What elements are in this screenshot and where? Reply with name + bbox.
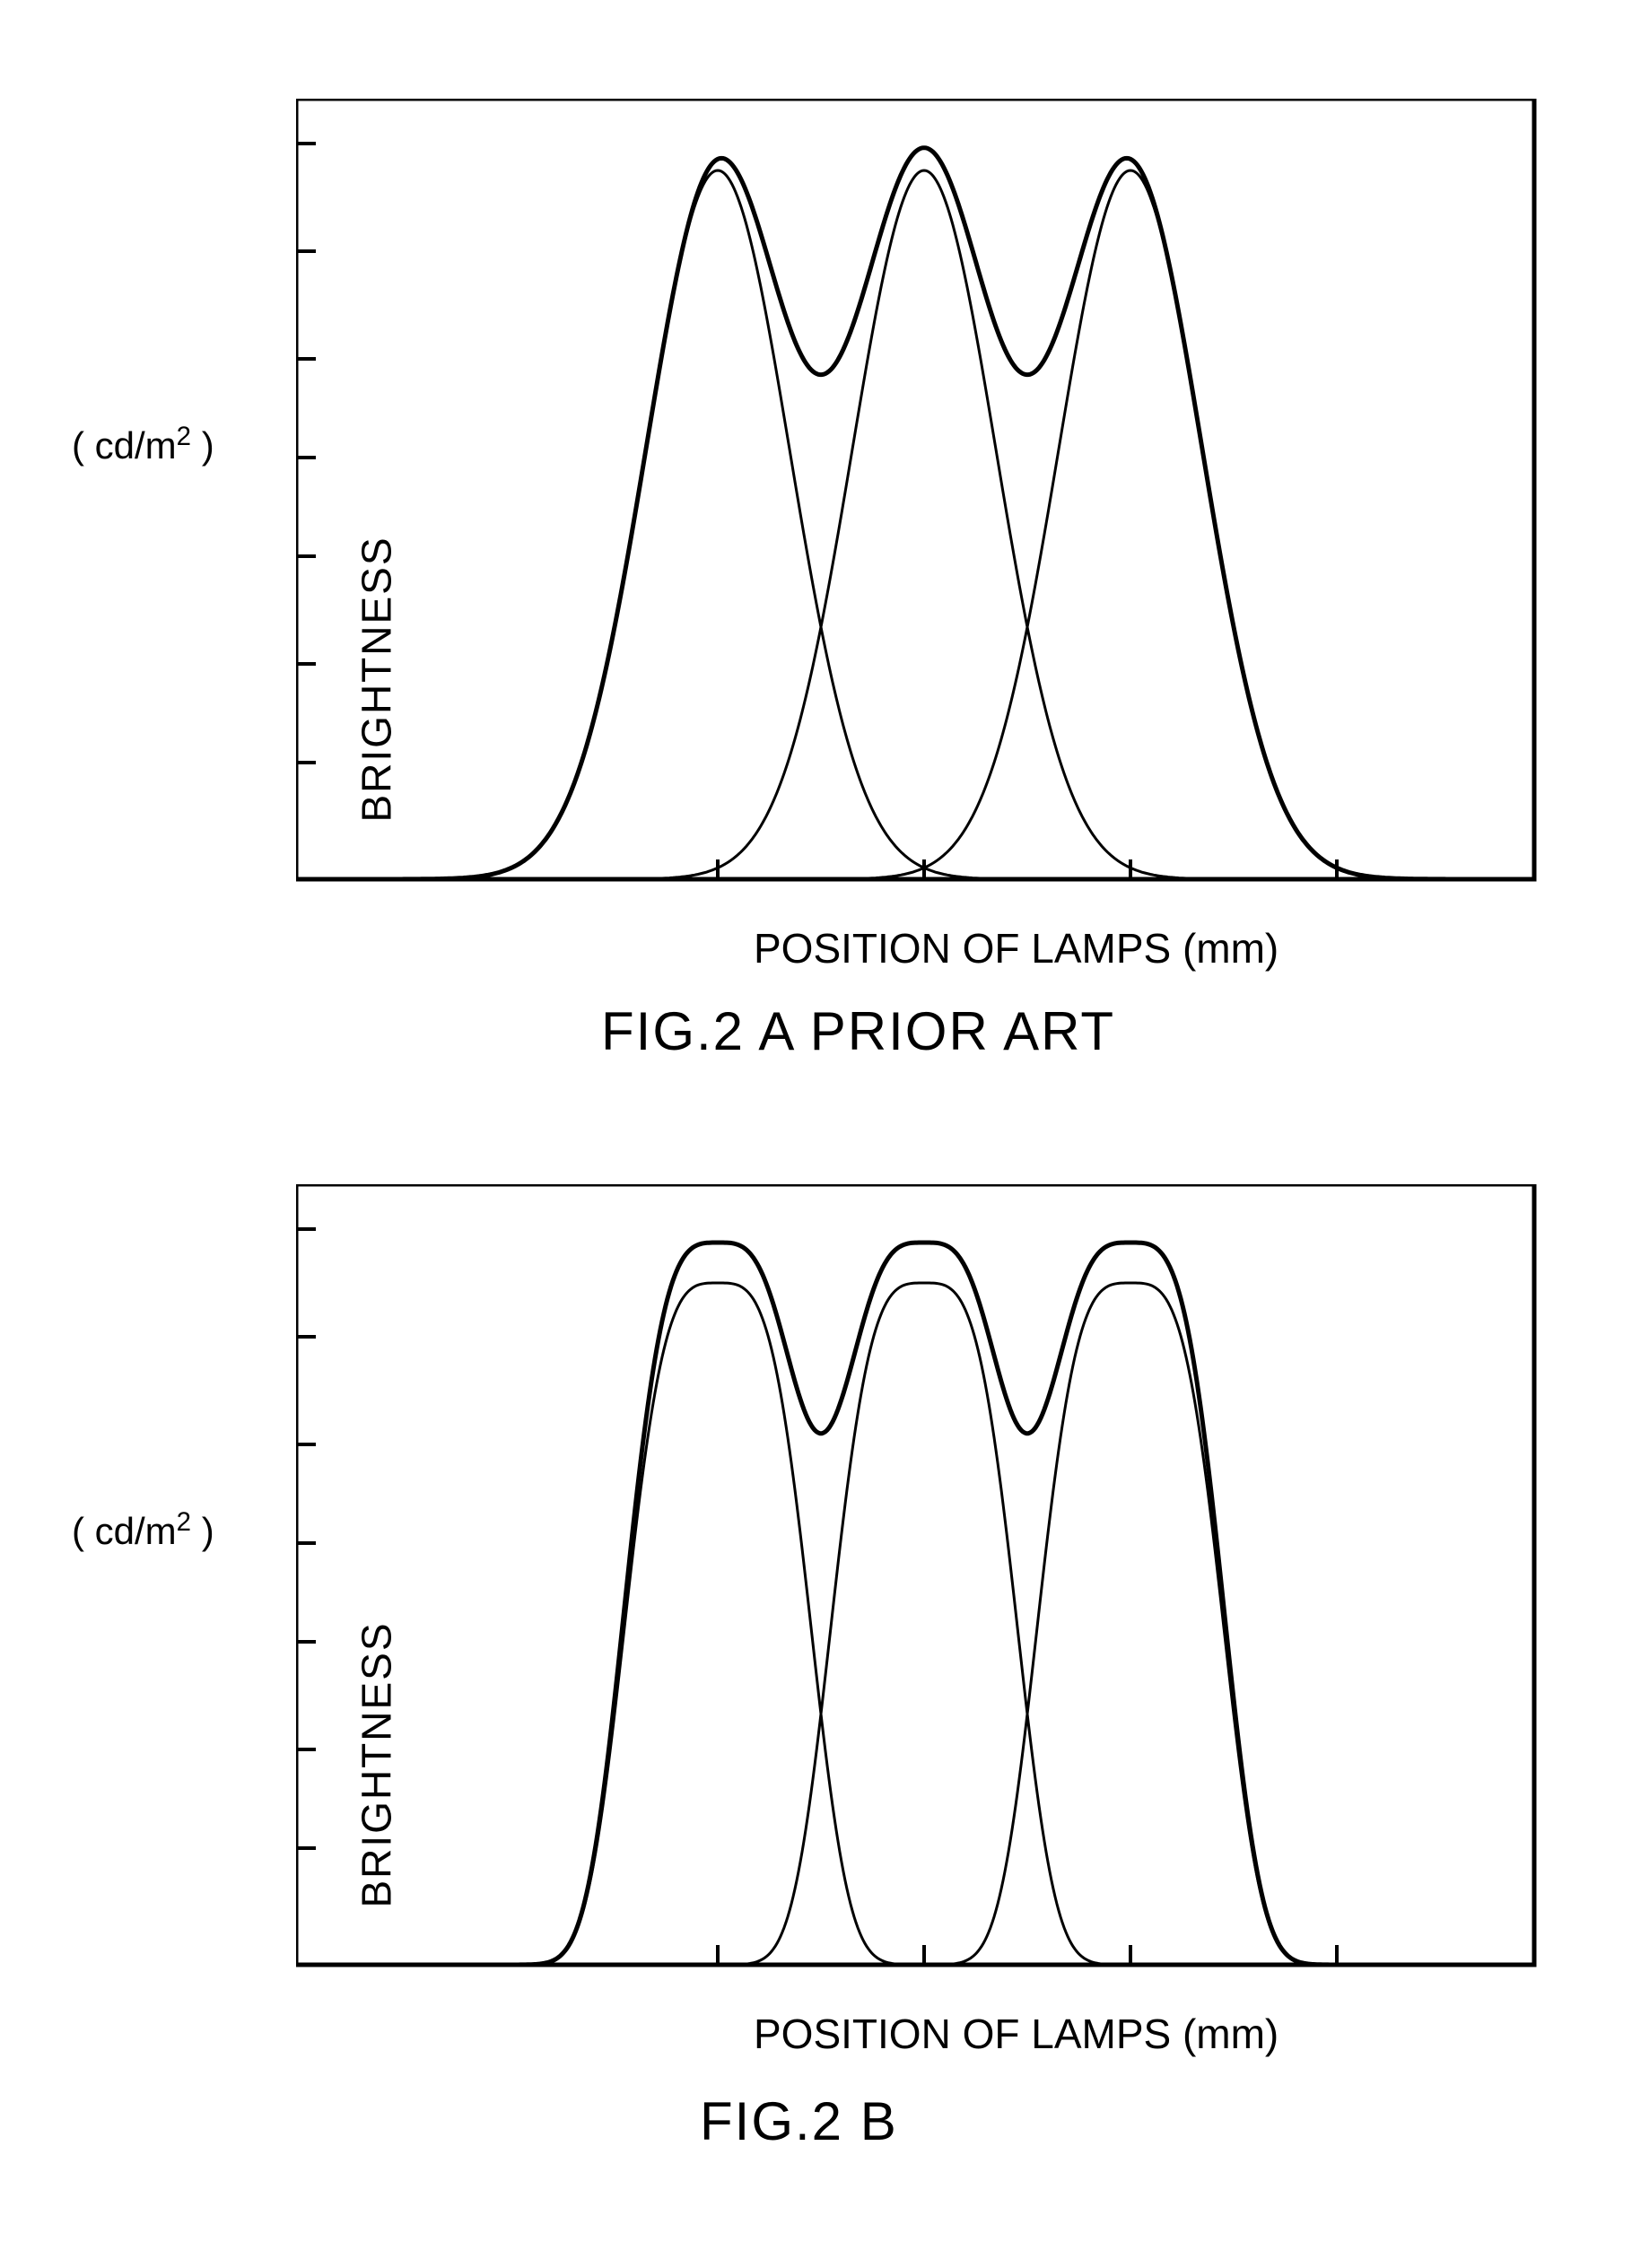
chart-panel-b [296, 1184, 1552, 1992]
chart-b-title: FIG.2 B [700, 2090, 898, 2152]
chart-a-x-label: POSITION OF LAMPS (mm) [754, 924, 1279, 973]
chart-panel-a [296, 99, 1552, 906]
chart-a-y-label: BRIGHTNESS [353, 536, 401, 822]
chart-b-y-label: BRIGHTNESS [353, 1621, 401, 1907]
chart-b-y-unit: ( cd/m2 ) [72, 1507, 214, 1553]
chart-a-title: FIG.2 A PRIOR ART [601, 1000, 1115, 1062]
chart-a-svg [296, 99, 1552, 906]
chart-b-x-label: POSITION OF LAMPS (mm) [754, 2010, 1279, 2058]
chart-b-svg [296, 1184, 1552, 1992]
chart-a-y-unit: ( cd/m2 ) [72, 422, 214, 467]
